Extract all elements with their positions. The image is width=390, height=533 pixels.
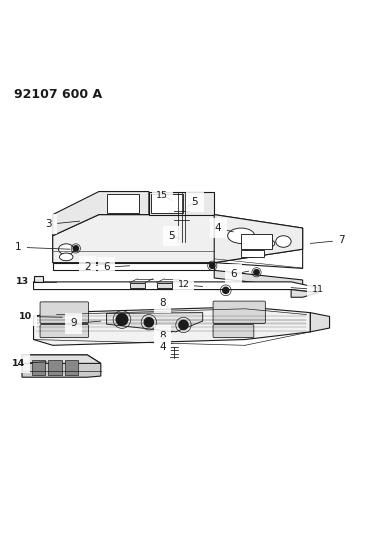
Polygon shape bbox=[149, 191, 214, 215]
FancyBboxPatch shape bbox=[32, 360, 45, 375]
Text: 11: 11 bbox=[291, 285, 324, 294]
Text: 10: 10 bbox=[19, 312, 62, 321]
Polygon shape bbox=[22, 355, 101, 377]
FancyBboxPatch shape bbox=[213, 325, 254, 337]
FancyBboxPatch shape bbox=[241, 234, 272, 249]
Text: 4: 4 bbox=[215, 223, 234, 233]
Circle shape bbox=[144, 318, 154, 327]
Polygon shape bbox=[34, 276, 43, 282]
Ellipse shape bbox=[58, 244, 74, 255]
Polygon shape bbox=[106, 313, 203, 332]
Circle shape bbox=[223, 287, 229, 293]
Text: 5: 5 bbox=[187, 197, 198, 207]
FancyBboxPatch shape bbox=[48, 360, 62, 375]
FancyBboxPatch shape bbox=[156, 282, 172, 288]
Text: 15: 15 bbox=[156, 191, 172, 200]
Text: 4: 4 bbox=[159, 342, 172, 352]
Text: 8: 8 bbox=[159, 330, 172, 341]
FancyBboxPatch shape bbox=[213, 301, 265, 324]
FancyBboxPatch shape bbox=[65, 360, 78, 375]
Ellipse shape bbox=[60, 253, 73, 261]
Polygon shape bbox=[34, 282, 318, 293]
Polygon shape bbox=[53, 191, 149, 236]
Text: 12: 12 bbox=[177, 280, 203, 289]
Text: 7: 7 bbox=[310, 236, 344, 245]
FancyBboxPatch shape bbox=[241, 250, 264, 257]
Text: 14: 14 bbox=[12, 359, 47, 368]
Polygon shape bbox=[53, 236, 303, 269]
Polygon shape bbox=[53, 263, 214, 270]
Text: 6: 6 bbox=[230, 269, 249, 279]
Polygon shape bbox=[22, 355, 101, 364]
FancyBboxPatch shape bbox=[129, 282, 145, 288]
Text: 3: 3 bbox=[46, 219, 80, 229]
FancyBboxPatch shape bbox=[40, 325, 89, 337]
Ellipse shape bbox=[254, 239, 275, 248]
Polygon shape bbox=[214, 215, 303, 263]
Polygon shape bbox=[34, 307, 310, 345]
Text: 1: 1 bbox=[15, 243, 70, 252]
Polygon shape bbox=[214, 270, 303, 288]
Circle shape bbox=[73, 246, 78, 251]
Text: 2: 2 bbox=[84, 262, 110, 271]
Circle shape bbox=[179, 320, 188, 329]
Polygon shape bbox=[310, 313, 330, 332]
Text: 13: 13 bbox=[16, 277, 57, 286]
Text: 5: 5 bbox=[168, 231, 180, 241]
Text: 6: 6 bbox=[103, 262, 129, 272]
Polygon shape bbox=[291, 289, 318, 297]
Polygon shape bbox=[53, 215, 303, 263]
Text: 92107 600 A: 92107 600 A bbox=[14, 88, 103, 101]
Circle shape bbox=[116, 314, 128, 325]
Circle shape bbox=[209, 263, 215, 269]
Ellipse shape bbox=[276, 236, 291, 247]
FancyBboxPatch shape bbox=[40, 302, 89, 324]
Ellipse shape bbox=[228, 228, 255, 244]
FancyBboxPatch shape bbox=[151, 194, 183, 213]
FancyBboxPatch shape bbox=[106, 194, 139, 213]
Text: 9: 9 bbox=[71, 318, 101, 328]
Circle shape bbox=[254, 270, 259, 275]
Text: 8: 8 bbox=[159, 298, 168, 308]
